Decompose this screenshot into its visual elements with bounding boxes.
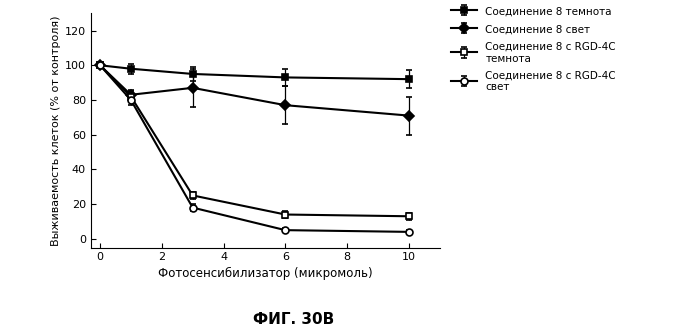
X-axis label: Фотосенсибилизатор (микромоль): Фотосенсибилизатор (микромоль) — [158, 267, 373, 280]
Text: ФИГ. 30B: ФИГ. 30B — [253, 312, 334, 327]
Legend: Соединение 8 темнота, Соединение 8 свет, Соединение 8 с RGD-4C
темнота, Соединен: Соединение 8 темнота, Соединение 8 свет,… — [447, 2, 620, 97]
Y-axis label: Выживаемость клеток (% от контроля): Выживаемость клеток (% от контроля) — [50, 15, 61, 246]
